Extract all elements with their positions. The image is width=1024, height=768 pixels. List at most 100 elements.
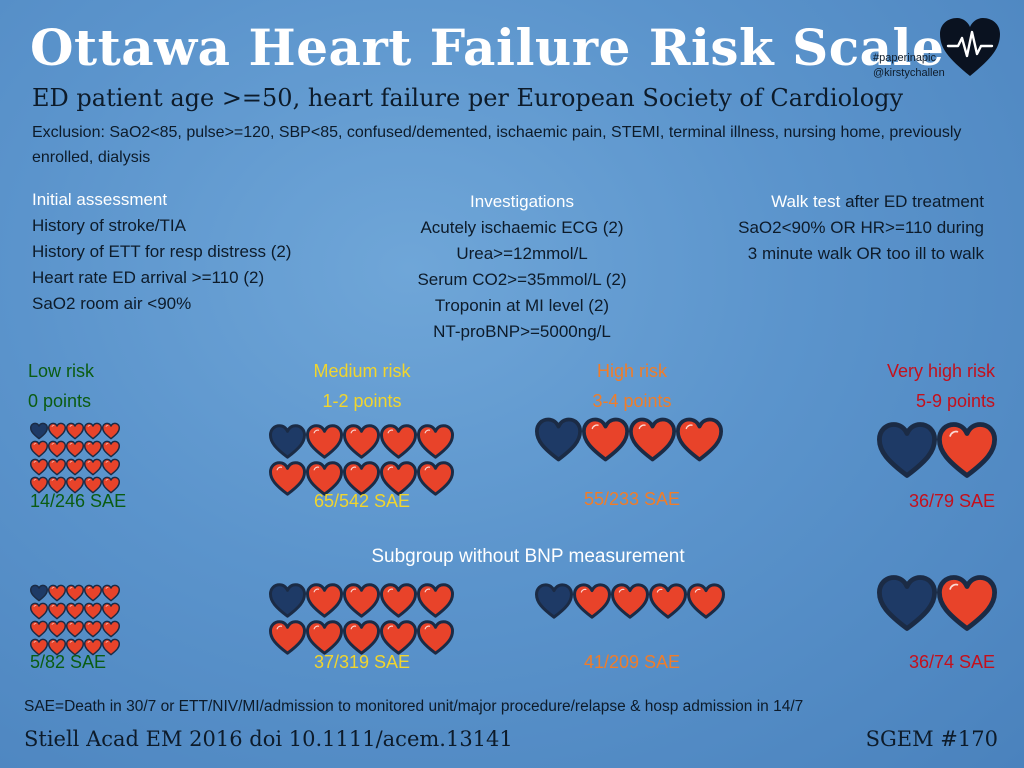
red-heart-icon <box>649 583 687 619</box>
red-heart-icon <box>102 638 120 656</box>
initial-assessment-heading: Initial assessment <box>32 190 168 209</box>
initial-assessment-section: Initial assessment History of stroke/TIA… <box>32 187 392 317</box>
walk-test-section: Walk test after ED treatment SaO2<90% OR… <box>664 189 984 267</box>
criterion-item: SaO2 room air <90% <box>32 294 192 313</box>
red-heart-icon <box>343 461 380 496</box>
red-heart-icon <box>48 584 66 602</box>
dark-heart-icon <box>30 422 48 440</box>
medium-risk-sae: 65/542 SAE <box>313 491 411 511</box>
criterion-item: History of stroke/TIA <box>32 216 186 235</box>
red-heart-icon <box>343 620 380 655</box>
criterion-item: SaO2<90% OR HR>=110 during <box>738 218 984 237</box>
red-heart-icon <box>102 458 120 476</box>
criterion-item: Acutely ischaemic ECG (2) <box>420 218 624 237</box>
red-heart-icon <box>84 602 102 620</box>
red-heart-icon <box>84 458 102 476</box>
red-heart-icon <box>84 476 102 494</box>
red-heart-icon <box>102 602 120 620</box>
high-risk-label: High risk 3-4 points <box>532 356 732 416</box>
very-high-risk-label: Very high risk 5-9 points <box>795 356 995 416</box>
dark-heart-icon <box>535 583 573 619</box>
episode-label: SGEM #170 <box>865 727 998 751</box>
dark-heart-icon <box>535 417 582 462</box>
red-heart-icon <box>269 620 306 655</box>
red-heart-icon <box>417 620 454 655</box>
red-heart-icon <box>102 440 120 458</box>
medium-risk-subgroup-hearts <box>269 582 454 656</box>
criterion-item: Serum CO2>=35mmol/L (2) <box>417 270 627 289</box>
low-risk-hearts <box>30 422 120 494</box>
red-heart-icon <box>48 620 66 638</box>
red-heart-icon <box>380 424 417 459</box>
red-heart-icon <box>30 620 48 638</box>
risk-name: Medium risk <box>313 361 411 381</box>
criterion-item: NT-proBNP>=5000ng/L <box>433 322 611 341</box>
author-handle: @kirstychallen <box>873 67 945 79</box>
investigations-section: Investigations Acutely ischaemic ECG (2)… <box>372 189 672 345</box>
hashtag: #paperinapic <box>873 52 936 64</box>
red-heart-icon <box>573 583 611 619</box>
red-heart-icon <box>48 422 66 440</box>
red-heart-icon <box>676 417 723 462</box>
high-risk-subgroup-sae: 41/209 SAE <box>583 652 681 672</box>
red-heart-icon <box>84 440 102 458</box>
red-heart-icon <box>611 583 649 619</box>
red-heart-icon <box>48 602 66 620</box>
red-heart-icon <box>66 620 84 638</box>
red-heart-icon <box>306 620 343 655</box>
low-risk-sae: 14/246 SAE <box>30 491 127 511</box>
high-risk-subgroup-hearts <box>535 582 725 620</box>
low-risk-subgroup-sae: 5/82 SAE <box>30 652 107 672</box>
red-heart-icon <box>66 422 84 440</box>
red-heart-icon <box>937 422 997 478</box>
very-high-risk-subgroup-sae: 36/74 SAE <box>908 652 995 672</box>
high-risk-hearts <box>535 416 723 463</box>
red-heart-icon <box>30 440 48 458</box>
red-heart-icon <box>102 620 120 638</box>
very-high-risk-hearts <box>877 420 997 480</box>
risk-name: Very high risk <box>886 361 995 381</box>
red-heart-icon <box>306 583 343 618</box>
red-heart-icon <box>343 424 380 459</box>
low-risk-subgroup-hearts <box>30 584 120 656</box>
dark-heart-icon <box>877 575 937 631</box>
red-heart-icon <box>417 424 454 459</box>
heartbeat-logo-icon <box>938 16 1002 85</box>
dark-heart-icon <box>30 584 48 602</box>
red-heart-icon <box>48 458 66 476</box>
red-heart-icon <box>66 584 84 602</box>
walk-test-heading-suffix: after ED treatment <box>840 192 984 211</box>
red-heart-icon <box>66 440 84 458</box>
red-heart-icon <box>102 422 120 440</box>
risk-name: Low risk <box>28 361 95 381</box>
red-heart-icon <box>102 476 120 494</box>
risk-points: 0 points <box>28 391 92 411</box>
red-heart-icon <box>66 458 84 476</box>
red-heart-icon <box>343 583 380 618</box>
risk-points: 3-4 points <box>592 391 672 411</box>
criterion-item: Urea>=12mmol/L <box>456 244 588 263</box>
dark-heart-icon <box>877 422 937 478</box>
red-heart-icon <box>937 575 997 631</box>
subgroup-title: Subgroup without BNP measurement <box>371 546 685 567</box>
red-heart-icon <box>380 583 417 618</box>
risk-points: 1-2 points <box>322 391 402 411</box>
medium-risk-label: Medium risk 1-2 points <box>262 356 462 416</box>
red-heart-icon <box>84 584 102 602</box>
exclusion-criteria: Exclusion: SaO2<85, pulse>=120, SBP<85, … <box>32 124 962 166</box>
red-heart-icon <box>84 638 102 656</box>
investigations-heading: Investigations <box>470 192 574 211</box>
inclusion-criteria: ED patient age >=50, heart failure per E… <box>32 84 904 112</box>
red-heart-icon <box>66 476 84 494</box>
walk-test-heading: Walk test <box>771 192 841 211</box>
red-heart-icon <box>582 417 629 462</box>
red-heart-icon <box>84 620 102 638</box>
red-heart-icon <box>48 440 66 458</box>
red-heart-icon <box>30 476 48 494</box>
criterion-item: 3 minute walk OR too ill to walk <box>747 244 984 263</box>
sae-definition: SAE=Death in 30/7 or ETT/NIV/MI/admissio… <box>24 698 804 715</box>
red-heart-icon <box>380 620 417 655</box>
dark-heart-icon <box>269 424 306 459</box>
medium-risk-subgroup-sae: 37/319 SAE <box>313 652 411 672</box>
red-heart-icon <box>687 583 725 619</box>
